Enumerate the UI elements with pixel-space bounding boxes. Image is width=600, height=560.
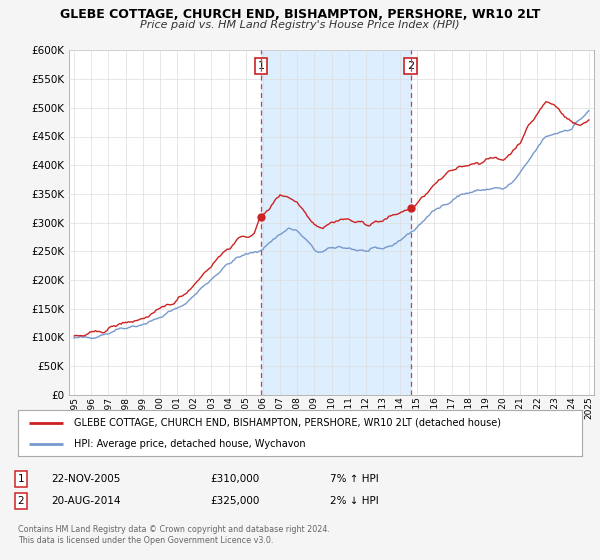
Text: 1: 1 [257, 60, 265, 71]
Text: HPI: Average price, detached house, Wychavon: HPI: Average price, detached house, Wych… [74, 438, 306, 449]
Text: 7% ↑ HPI: 7% ↑ HPI [330, 474, 379, 484]
Text: GLEBE COTTAGE, CHURCH END, BISHAMPTON, PERSHORE, WR10 2LT (detached house): GLEBE COTTAGE, CHURCH END, BISHAMPTON, P… [74, 418, 502, 428]
Text: Price paid vs. HM Land Registry's House Price Index (HPI): Price paid vs. HM Land Registry's House … [140, 20, 460, 30]
Text: 2: 2 [17, 496, 25, 506]
Text: 22-NOV-2005: 22-NOV-2005 [51, 474, 121, 484]
Text: 20-AUG-2014: 20-AUG-2014 [51, 496, 121, 506]
Bar [261, 50, 411, 395]
Text: 2% ↓ HPI: 2% ↓ HPI [330, 496, 379, 506]
Text: 2: 2 [407, 60, 415, 71]
Text: £310,000: £310,000 [210, 474, 259, 484]
Text: £325,000: £325,000 [210, 496, 259, 506]
Text: Contains HM Land Registry data © Crown copyright and database right 2024.
This d: Contains HM Land Registry data © Crown c… [18, 525, 330, 545]
Text: 1: 1 [17, 474, 25, 484]
Text: GLEBE COTTAGE, CHURCH END, BISHAMPTON, PERSHORE, WR10 2LT: GLEBE COTTAGE, CHURCH END, BISHAMPTON, P… [60, 8, 540, 21]
